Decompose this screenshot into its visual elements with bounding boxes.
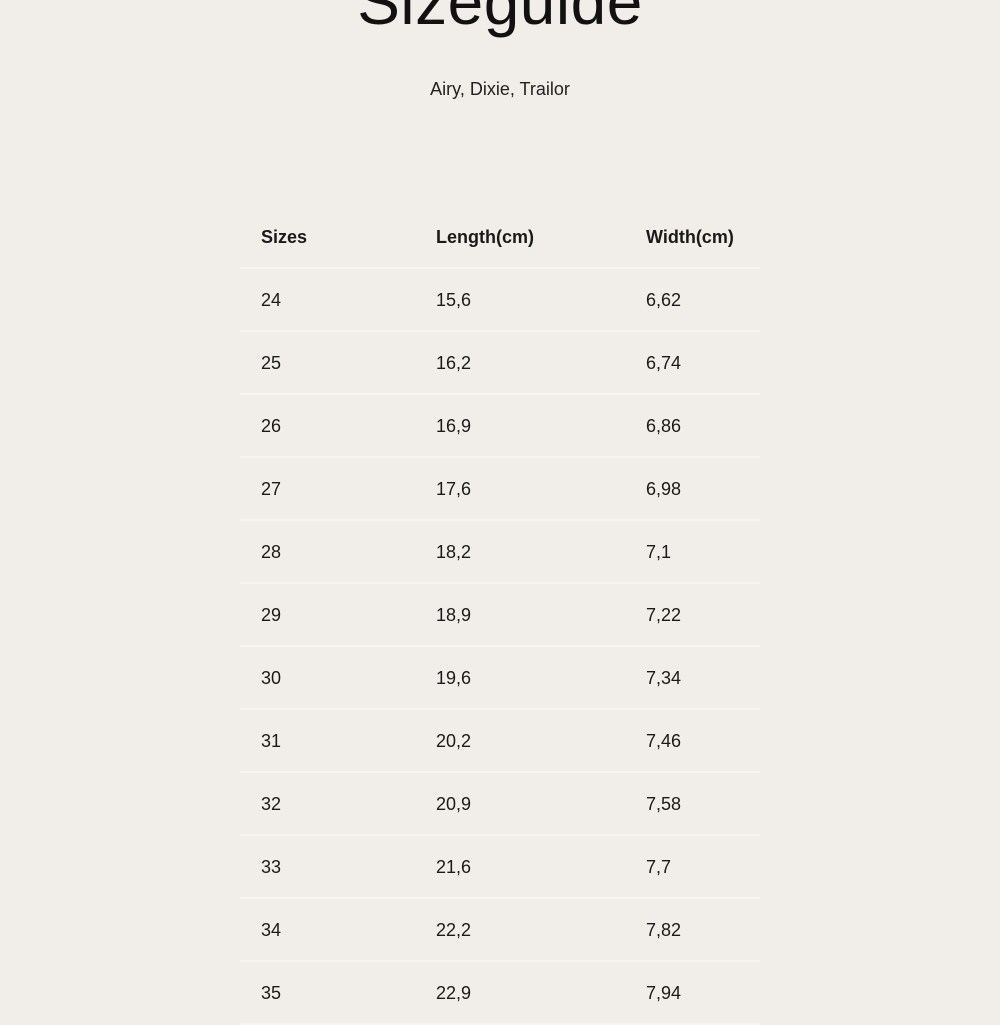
size-cell: 24: [261, 290, 282, 310]
size-cell: 27: [261, 479, 282, 499]
table-row: 28 18,2 7,1: [240, 521, 760, 584]
table-row: 35 22,9 7,94: [240, 962, 760, 1025]
width-cell: 6,62: [646, 290, 682, 310]
table-row: 31 20,2 7,46: [240, 710, 760, 773]
length-cell: 15,6: [436, 290, 472, 310]
table-row: 32 20,9 7,58: [240, 773, 760, 836]
column-header-sizes: Sizes: [261, 227, 308, 247]
size-cell: 35: [261, 983, 282, 1003]
size-cell: 34: [261, 920, 282, 940]
table-row: 24 15,6 6,62: [240, 269, 760, 332]
table-row: 27 17,6 6,98: [240, 458, 760, 521]
size-table: Sizes Length(cm) Width(cm) 24 15,6 6,62 25 1…: [240, 206, 760, 1025]
size-cell: 26: [261, 416, 282, 436]
width-cell: 7,7: [646, 857, 672, 877]
width-cell: 7,58: [646, 794, 682, 814]
length-cell: 22,9: [436, 983, 472, 1003]
width-cell: 6,86: [646, 416, 682, 436]
column-header-length: Length(cm): [436, 227, 534, 247]
size-cell: 25: [261, 353, 282, 373]
width-cell: 7,22: [646, 605, 682, 625]
size-cell: 32: [261, 794, 282, 814]
table-row: 30 19,6 7,34: [240, 647, 760, 710]
length-cell: 20,9: [436, 794, 472, 814]
width-cell: 7,46: [646, 731, 682, 751]
size-cell: 31: [261, 731, 282, 751]
width-cell: 6,74: [646, 353, 682, 373]
length-cell: 18,9: [436, 605, 472, 625]
width-cell: 7,82: [646, 920, 682, 940]
length-cell: 18,2: [436, 542, 472, 562]
width-cell: 6,98: [646, 479, 682, 499]
size-cell: 30: [261, 668, 282, 688]
width-cell: 7,94: [646, 983, 682, 1003]
size-cell: 29: [261, 605, 282, 625]
length-cell: 21,6: [436, 857, 472, 877]
width-cell: 7,34: [646, 668, 682, 688]
table-row: 25 16,2 6,74: [240, 332, 760, 395]
length-cell: 16,2: [436, 353, 472, 373]
table-header-row: Sizes Length(cm) Width(cm): [240, 206, 760, 269]
table-row: 29 18,9 7,22: [240, 584, 760, 647]
length-cell: 19,6: [436, 668, 472, 688]
length-cell: 22,2: [436, 920, 472, 940]
page-subtitle: Airy, Dixie, Trailor: [430, 79, 570, 99]
size-cell: 33: [261, 857, 282, 877]
size-cell: 28: [261, 542, 282, 562]
table-row: 33 21,6 7,7: [240, 836, 760, 899]
table-row: 34 22,2 7,82: [240, 899, 760, 962]
length-cell: 16,9: [436, 416, 472, 436]
page-title: Sizeguide: [357, 0, 643, 38]
table-row: 26 16,9 6,86: [240, 395, 760, 458]
length-cell: 17,6: [436, 479, 472, 499]
width-cell: 7,1: [646, 542, 672, 562]
length-cell: 20,2: [436, 731, 472, 751]
column-header-width: Width(cm): [646, 227, 734, 247]
